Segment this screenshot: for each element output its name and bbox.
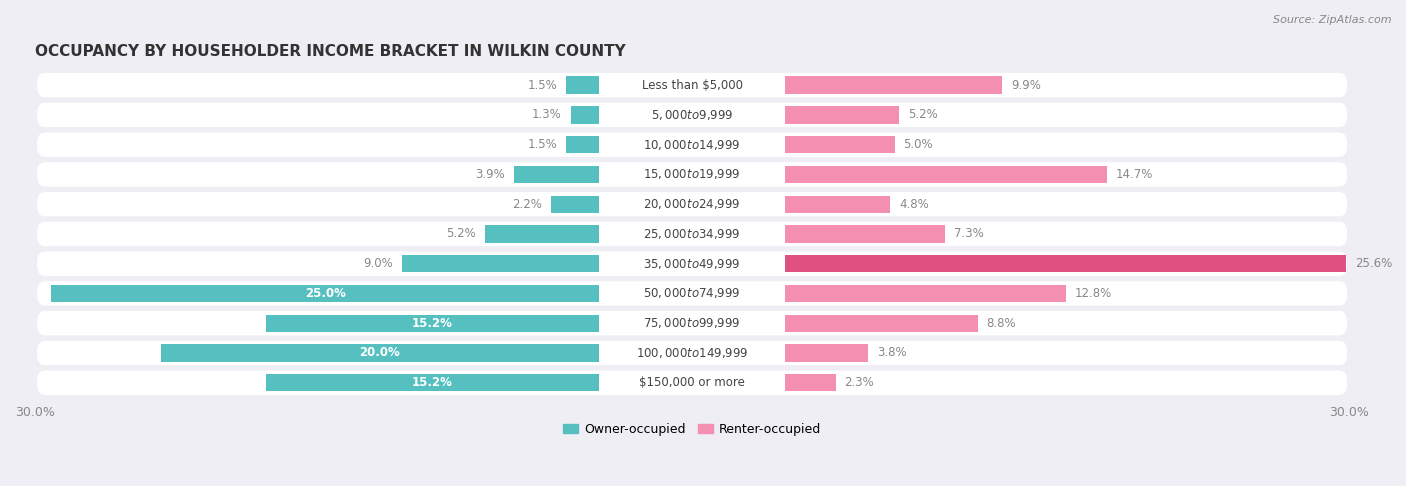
Text: 20.0%: 20.0% xyxy=(360,347,401,360)
Text: 5.0%: 5.0% xyxy=(904,138,934,151)
Bar xyxy=(785,285,1066,302)
FancyBboxPatch shape xyxy=(37,251,1347,276)
Text: 3.9%: 3.9% xyxy=(475,168,505,181)
Bar xyxy=(266,374,599,391)
Bar xyxy=(485,226,599,243)
Text: Source: ZipAtlas.com: Source: ZipAtlas.com xyxy=(1274,15,1392,25)
Text: 4.8%: 4.8% xyxy=(898,198,929,210)
Bar xyxy=(513,166,599,183)
Bar xyxy=(567,136,599,153)
Text: 2.2%: 2.2% xyxy=(512,198,543,210)
Bar xyxy=(266,314,599,332)
FancyBboxPatch shape xyxy=(37,281,1347,306)
Text: $35,000 to $49,999: $35,000 to $49,999 xyxy=(644,257,741,271)
Bar xyxy=(571,106,599,123)
Text: 15.2%: 15.2% xyxy=(412,317,453,330)
FancyBboxPatch shape xyxy=(37,311,1347,335)
FancyBboxPatch shape xyxy=(37,341,1347,365)
Text: 9.9%: 9.9% xyxy=(1011,79,1040,92)
Text: $10,000 to $14,999: $10,000 to $14,999 xyxy=(644,138,741,152)
Bar xyxy=(785,166,1107,183)
FancyBboxPatch shape xyxy=(37,222,1347,246)
Text: $75,000 to $99,999: $75,000 to $99,999 xyxy=(644,316,741,330)
Text: Less than $5,000: Less than $5,000 xyxy=(641,79,742,92)
Text: 7.3%: 7.3% xyxy=(953,227,984,241)
Text: 12.8%: 12.8% xyxy=(1074,287,1112,300)
FancyBboxPatch shape xyxy=(37,103,1347,127)
Text: 2.3%: 2.3% xyxy=(845,376,875,389)
Text: OCCUPANCY BY HOUSEHOLDER INCOME BRACKET IN WILKIN COUNTY: OCCUPANCY BY HOUSEHOLDER INCOME BRACKET … xyxy=(35,44,626,59)
Text: $25,000 to $34,999: $25,000 to $34,999 xyxy=(644,227,741,241)
Bar xyxy=(785,106,898,123)
Text: $50,000 to $74,999: $50,000 to $74,999 xyxy=(644,286,741,300)
FancyBboxPatch shape xyxy=(37,192,1347,216)
Text: $100,000 to $149,999: $100,000 to $149,999 xyxy=(636,346,748,360)
Bar xyxy=(402,255,599,272)
Bar xyxy=(785,195,890,213)
Text: 1.3%: 1.3% xyxy=(531,108,562,122)
Text: $20,000 to $24,999: $20,000 to $24,999 xyxy=(644,197,741,211)
Text: 1.5%: 1.5% xyxy=(527,79,557,92)
Bar xyxy=(551,195,599,213)
Bar xyxy=(785,374,835,391)
Bar xyxy=(567,76,599,94)
Text: 9.0%: 9.0% xyxy=(363,257,394,270)
Text: $150,000 or more: $150,000 or more xyxy=(640,376,745,389)
Text: $5,000 to $9,999: $5,000 to $9,999 xyxy=(651,108,734,122)
Legend: Owner-occupied, Renter-occupied: Owner-occupied, Renter-occupied xyxy=(558,418,827,441)
Text: 25.6%: 25.6% xyxy=(1355,257,1392,270)
Bar xyxy=(785,226,945,243)
Text: 5.2%: 5.2% xyxy=(908,108,938,122)
Text: 3.8%: 3.8% xyxy=(877,347,907,360)
Bar xyxy=(52,285,599,302)
FancyBboxPatch shape xyxy=(37,162,1347,187)
Bar xyxy=(160,344,599,362)
Text: 1.5%: 1.5% xyxy=(527,138,557,151)
Bar xyxy=(785,136,894,153)
FancyBboxPatch shape xyxy=(37,133,1347,157)
Bar xyxy=(785,255,1346,272)
Text: 14.7%: 14.7% xyxy=(1116,168,1153,181)
FancyBboxPatch shape xyxy=(37,370,1347,395)
Bar xyxy=(785,76,1002,94)
Text: 5.2%: 5.2% xyxy=(447,227,477,241)
Bar xyxy=(785,314,979,332)
Text: 15.2%: 15.2% xyxy=(412,376,453,389)
Bar xyxy=(785,344,869,362)
Text: 8.8%: 8.8% xyxy=(987,317,1017,330)
FancyBboxPatch shape xyxy=(37,73,1347,97)
Text: 25.0%: 25.0% xyxy=(305,287,346,300)
Text: $15,000 to $19,999: $15,000 to $19,999 xyxy=(644,167,741,181)
